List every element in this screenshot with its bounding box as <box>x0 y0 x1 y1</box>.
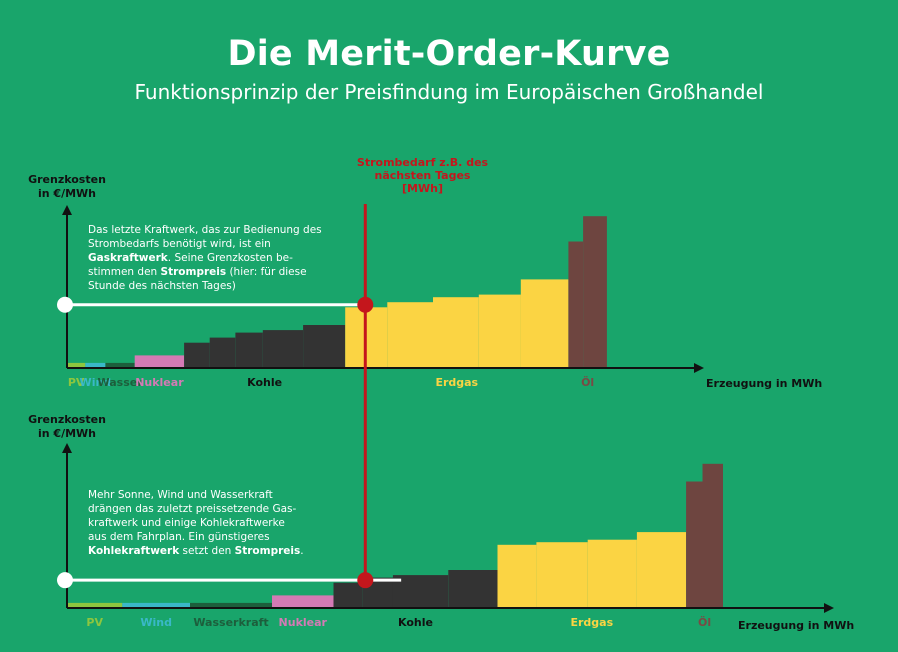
chart2-x-axis-arrow-icon <box>824 603 834 613</box>
chart2-category-label-wind: Wind <box>140 616 172 629</box>
chart2-category-label-wasser: Wasserkraft <box>193 616 269 629</box>
chart1-category-label-öl: Öl <box>581 376 595 389</box>
chart2-note-part: Strompreis <box>234 545 301 557</box>
chart2-bar-kohle-7 <box>448 570 498 608</box>
chart1-bar-erdgas-11 <box>433 297 479 368</box>
demand-label-line1: Strombedarf z.B. des <box>356 156 489 169</box>
chart2-bar-erdgas-10 <box>587 539 637 608</box>
chart2-bar-pv-0 <box>67 602 123 608</box>
chart1-note-part: Strompreis <box>160 266 227 278</box>
chart1-bar-kohle-7 <box>262 330 304 368</box>
chart1-bar-kohle-4 <box>184 342 210 368</box>
chart2-price-start-marker <box>57 572 73 589</box>
page-title: Die Merit-Order-Kurve <box>227 34 671 74</box>
chart2-note-part: . <box>300 545 304 557</box>
chart2-bar-erdgas-8 <box>497 544 537 608</box>
chart2-bar-erdgas-11 <box>636 532 687 608</box>
chart1-intersection-marker <box>357 296 374 313</box>
chart2-intersection-marker <box>357 572 374 589</box>
chart2-x-axis-label: Erzeugung in MWh <box>738 619 855 632</box>
chart1-x-axis-arrow-icon <box>694 363 704 373</box>
chart2-category-label-pv: PV <box>86 616 103 629</box>
chart2-y-axis-arrow-icon <box>62 443 72 453</box>
chart1-note-part: . Seine Grenzkosten be-stimmen den <box>88 252 293 278</box>
chart2-note-part: setzt den <box>179 545 235 557</box>
chart2-y-axis-label-line1: Grenzkosten <box>28 413 106 426</box>
chart1-bar-wind-1 <box>85 362 106 368</box>
chart2-bar-kohle-4 <box>333 582 363 608</box>
chart1-y-axis-label-line1: Grenzkosten <box>28 173 106 186</box>
chart1-note-part: (hier: für diese Stunde des nächsten Tag… <box>88 266 307 292</box>
chart2-y-axis-label: Grenzkosten in €/MWh <box>22 413 112 441</box>
chart2-category-label-öl: Öl <box>697 616 712 629</box>
chart2-bar-öl-13 <box>702 463 723 608</box>
chart1-bar-erdgas-12 <box>478 294 521 368</box>
chart2-y-axis-label-line2: in €/MWh <box>37 427 96 440</box>
chart1-y-axis-arrow-icon <box>62 205 72 215</box>
demand-label: Strombedarf z.B. des nächsten Tages [MWh… <box>350 156 495 195</box>
chart2-bar-erdgas-9 <box>536 542 588 608</box>
chart1-bar-öl-14 <box>568 241 583 368</box>
chart1-category-label-nuklear: Nuklear <box>135 376 184 389</box>
chart1-category-label-erdgas: Erdgas <box>435 376 479 389</box>
chart1-note-part: Gaskraftwerk <box>88 252 168 264</box>
chart2-category-label-nuklear: Nuklear <box>278 616 327 629</box>
chart2-note-part: Kohlekraftwerk <box>88 545 180 557</box>
chart1-x-axis-label: Erzeugung in MWh <box>706 377 823 390</box>
chart2-note: Mehr Sonne, Wind und Wasserkraft drängen… <box>88 488 306 558</box>
chart1-bar-erdgas-10 <box>387 302 434 368</box>
chart1-y-axis-label: Grenzkosten in €/MWh <box>22 173 112 201</box>
chart1-bar-kohle-8 <box>303 325 346 368</box>
chart2-note-part: Mehr Sonne, Wind und Wasserkraft drängen… <box>88 489 297 543</box>
chart1-price-start-marker <box>57 296 73 313</box>
chart1-category-label-wasser: Wasser <box>97 376 143 389</box>
chart1-bar-öl-15 <box>583 216 607 368</box>
demand-label-line3: [MWh] <box>402 182 443 195</box>
chart1-y-axis-label-line2: in €/MWh <box>37 187 96 200</box>
chart1-category-label-kohle: Kohle <box>247 376 283 389</box>
chart2-bar-öl-12 <box>686 481 703 608</box>
demand-label-line2: nächsten Tages <box>374 169 471 182</box>
chart1-bar-erdgas-13 <box>520 279 569 368</box>
chart2-category-label-erdgas: Erdgas <box>570 616 614 629</box>
chart1-bar-pv-0 <box>67 362 86 368</box>
chart1-category-label-pv: PV <box>67 376 85 389</box>
chart2-bar-kohle-6 <box>392 575 449 608</box>
chart2-bar-nuklear-3 <box>272 595 334 608</box>
chart2-bar-wasser-2 <box>190 602 272 608</box>
chart1-bar-nuklear-3 <box>134 355 185 368</box>
chart1-bar-kohle-5 <box>209 337 236 368</box>
chart1-category-label-wind: Wind <box>79 376 112 389</box>
chart2-category-label-kohle: Kohle <box>398 616 433 629</box>
chart1-bar-wasser-2 <box>105 362 135 368</box>
page-subtitle: Funktionsprinzip der Preisfindung im Eur… <box>134 80 764 104</box>
chart1-note-part: Das letzte Kraftwerk, das zur Bedienung … <box>88 224 322 250</box>
chart1-note: Das letzte Kraftwerk, das zur Bedienung … <box>88 223 326 293</box>
chart1-bar-kohle-6 <box>235 332 263 368</box>
chart2-bar-wind-1 <box>122 602 190 608</box>
